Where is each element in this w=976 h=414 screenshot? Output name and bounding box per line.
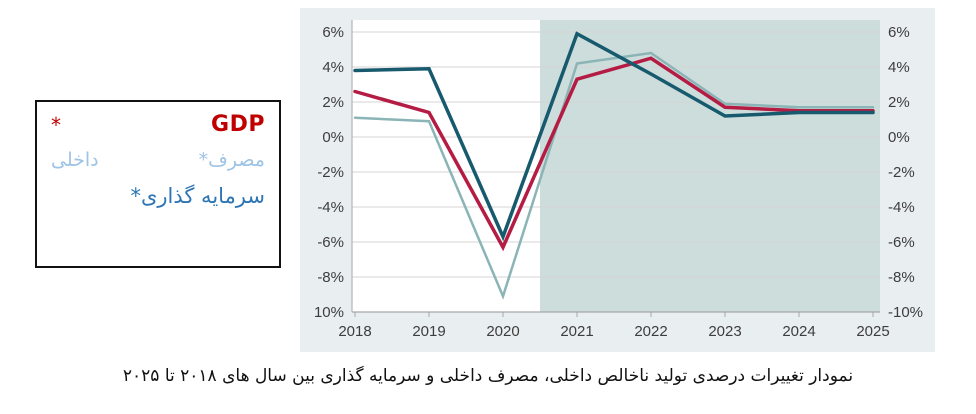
svg-text:-10%: -10% bbox=[888, 304, 923, 321]
svg-text:0%: 0% bbox=[888, 129, 910, 146]
y-axis-labels-right: 6% 4% 2% 0% -2% -4% -6% -8% -10% bbox=[888, 24, 923, 321]
legend-row-investment: *سرمایه گذاری bbox=[51, 184, 265, 208]
svg-text:-6%: -6% bbox=[888, 234, 915, 251]
chart-caption: نمودار تغییرات درصدی تولید ناخالص داخلی،… bbox=[122, 366, 854, 386]
svg-text:2021: 2021 bbox=[560, 323, 593, 340]
gdp-asterisk-marker: * bbox=[51, 113, 61, 137]
svg-text:2020: 2020 bbox=[486, 323, 519, 340]
legend-label-investment: *سرمایه گذاری bbox=[130, 184, 265, 208]
svg-text:2025: 2025 bbox=[856, 323, 889, 340]
svg-text:-6%: -6% bbox=[317, 234, 344, 251]
svg-text:-2%: -2% bbox=[888, 164, 915, 181]
svg-text:2018: 2018 bbox=[338, 323, 371, 340]
forecast-shaded-region bbox=[540, 20, 880, 312]
svg-text:2022: 2022 bbox=[634, 323, 667, 340]
svg-text:-8%: -8% bbox=[317, 269, 344, 286]
legend-label-consumption-word2: داخلی bbox=[51, 149, 99, 171]
data-series-lines bbox=[353, 31, 875, 300]
svg-text:0%: 0% bbox=[322, 129, 344, 146]
svg-text:6%: 6% bbox=[888, 24, 910, 41]
svg-text:-4%: -4% bbox=[317, 199, 344, 216]
svg-text:2019: 2019 bbox=[412, 323, 445, 340]
line-chart: 6% 4% 2% 0% -2% -4% -6% -8% 10% 6% 4% 2% 0% -2% -4% -6… bbox=[300, 8, 935, 352]
svg-text:2%: 2% bbox=[888, 94, 910, 111]
svg-text:-2%: -2% bbox=[317, 164, 344, 181]
axis-lines-and-ticks bbox=[351, 20, 880, 317]
chart-canvas: 6% 4% 2% 0% -2% -4% -6% -8% 10% 6% 4% 2% 0% -2% -4% -6… bbox=[300, 8, 935, 352]
legend-box: * GDP داخلی *مصرف *سرمایه گذاری bbox=[35, 100, 281, 268]
legend-row-gdp: * GDP bbox=[51, 112, 265, 137]
svg-text:2023: 2023 bbox=[708, 323, 741, 340]
x-axis-labels: 2018 2019 2020 2021 2022 2023 2024 2025 bbox=[338, 323, 889, 340]
gridlines bbox=[352, 31, 880, 278]
y-axis-labels-left: 6% 4% 2% 0% -2% -4% -6% -8% 10% bbox=[314, 24, 344, 321]
svg-text:10%: 10% bbox=[314, 304, 344, 321]
svg-text:-4%: -4% bbox=[888, 199, 915, 216]
svg-text:-8%: -8% bbox=[888, 269, 915, 286]
legend-row-consumption: داخلی *مصرف bbox=[51, 149, 265, 171]
svg-text:4%: 4% bbox=[888, 59, 910, 76]
svg-text:2024: 2024 bbox=[782, 323, 815, 340]
legend-label-consumption-word1: *مصرف bbox=[198, 149, 265, 171]
legend-label-gdp: GDP bbox=[211, 112, 265, 137]
svg-text:6%: 6% bbox=[322, 24, 344, 41]
svg-text:4%: 4% bbox=[322, 59, 344, 76]
svg-text:2%: 2% bbox=[322, 94, 344, 111]
